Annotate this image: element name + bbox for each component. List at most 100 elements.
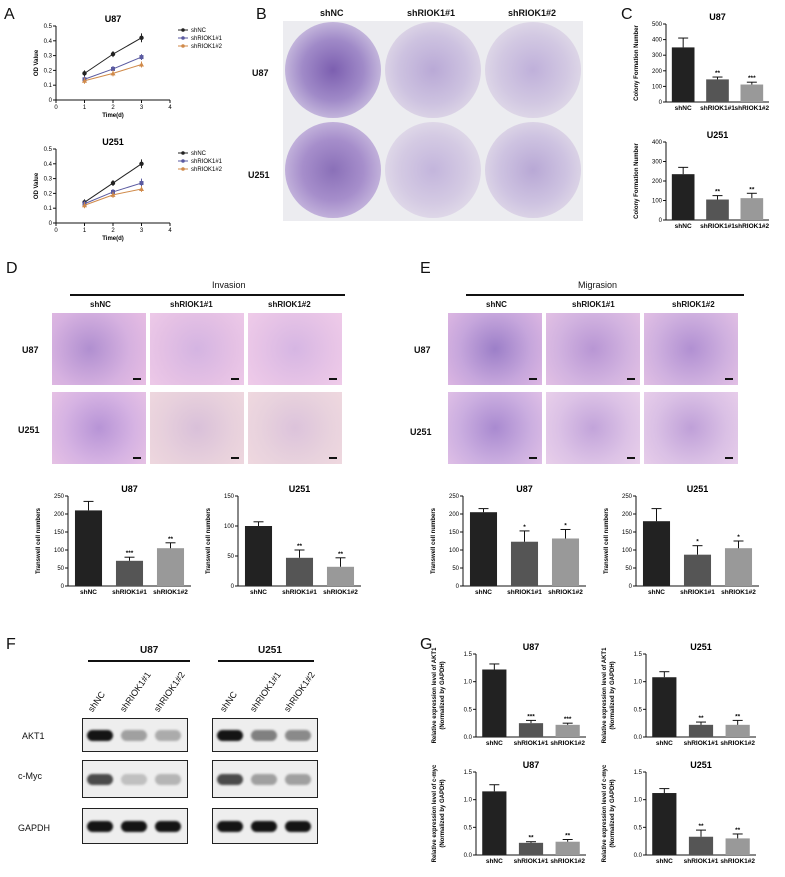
y-axis-label: Relative expression level of AKT1 — [432, 647, 438, 743]
blot-strip — [82, 718, 188, 752]
x-tick-label: shNC — [80, 589, 97, 596]
x-tick-label: shRIOK1#1 — [514, 858, 549, 865]
bar — [706, 199, 729, 220]
x-axis-label: Time(d) — [102, 236, 124, 242]
y-axis-label: Transwell cell numbers — [431, 507, 437, 574]
e-col-label: shNC — [486, 300, 507, 309]
legend-marker — [181, 159, 185, 163]
y-tick-label: 0.3 — [44, 54, 53, 60]
legend-marker — [181, 36, 185, 40]
legend-label: shRIOK1#1 — [191, 36, 223, 42]
y-tick-label: 1.5 — [634, 770, 643, 776]
significance-mark: *** — [748, 75, 756, 82]
y-tick-label: 100 — [224, 524, 235, 530]
significance-mark: ** — [698, 715, 704, 722]
micrograph — [150, 392, 244, 464]
y-tick-label: 500 — [652, 22, 663, 28]
legend-marker — [181, 167, 185, 171]
bar — [740, 198, 764, 220]
bar — [518, 842, 544, 855]
bar — [642, 521, 671, 586]
chart-c-u87: U87 0 100 200 300 400 500 Colony Formation Numb… — [634, 12, 770, 112]
y-axis-label: Transwell cell numbers — [206, 507, 212, 574]
d-col-label: shRIOK1#1 — [170, 300, 213, 309]
blot-band — [87, 730, 113, 741]
y-tick-label: 0.5 — [44, 147, 53, 153]
panel-letter-b: B — [256, 6, 267, 23]
x-tick-label: shRIOK1#1 — [282, 589, 317, 596]
micrograph — [248, 313, 342, 385]
micrograph — [546, 313, 640, 385]
y-axis-label: Relative expression level of c-myc — [432, 764, 438, 862]
y-tick-label: 150 — [449, 530, 460, 536]
y-tick-label: 200 — [449, 512, 460, 518]
chart-a-u87: U87 0 0.1 0.2 0.3 0.4 0.5 0 1 2 3 4 Time(d) OD Value s… — [34, 14, 223, 119]
chart-title: U87 — [523, 760, 540, 770]
bar — [725, 838, 750, 855]
chart-title: U251 — [687, 484, 709, 494]
blot-strip — [82, 808, 188, 844]
x-tick-label: 1 — [83, 228, 87, 234]
y-tick-label: 1.5 — [634, 652, 643, 658]
y-tick-label: 150 — [622, 530, 633, 536]
chart-title: U87 — [523, 642, 540, 652]
x-tick-label: 3 — [140, 228, 144, 234]
blot-band — [155, 821, 181, 832]
x-tick-label: shNC — [486, 740, 503, 747]
x-tick-label: shRIOK1#2 — [550, 858, 585, 865]
y-axis-label: Transwell cell numbers — [604, 507, 610, 574]
blot-band — [285, 730, 311, 741]
y-tick-label: 250 — [449, 494, 460, 500]
x-tick-label: shRIOK1#1 — [680, 589, 715, 596]
x-tick-label: 0 — [54, 228, 58, 234]
b-col-label: shRIOK1#2 — [508, 8, 557, 18]
bar — [469, 512, 498, 586]
significance-mark: *** — [126, 550, 134, 557]
bar — [706, 79, 729, 102]
y-tick-label: 150 — [54, 530, 65, 536]
panel-letter-d: D — [6, 260, 18, 277]
f-row-label: GAPDH — [18, 823, 51, 833]
data-point — [139, 55, 144, 60]
bar — [74, 510, 103, 586]
y-tick-label: 50 — [452, 566, 459, 572]
blot-band — [217, 821, 243, 832]
f-lane-label: shRIOK1#2 — [152, 669, 187, 714]
y-tick-label: 1.0 — [634, 680, 643, 686]
y-tick-label: 400 — [652, 140, 663, 146]
bar — [740, 84, 764, 102]
x-tick-label: 4 — [168, 105, 172, 111]
x-tick-label: shRIOK1#1 — [514, 740, 549, 747]
y-tick-label: 200 — [652, 69, 663, 75]
y-tick-label: 0.5 — [464, 825, 473, 831]
y-tick-label: 0 — [231, 584, 235, 590]
blot-band — [155, 730, 181, 741]
x-tick-label: shRIOK1#2 — [548, 589, 583, 596]
x-tick-label: shRIOK1#2 — [550, 740, 585, 747]
chart-title: U251 — [690, 760, 712, 770]
significance-mark: * — [523, 524, 526, 531]
x-tick-label: shNC — [648, 589, 665, 596]
x-tick-label: shNC — [675, 105, 692, 112]
bar — [683, 554, 712, 586]
x-tick-label: shNC — [250, 589, 267, 596]
x-tick-label: shNC — [656, 740, 673, 747]
x-tick-label: shNC — [656, 858, 673, 865]
significance-mark: ** — [749, 186, 755, 193]
blot-band — [285, 774, 311, 785]
y-tick-label: 0 — [629, 584, 633, 590]
y-tick-label: 100 — [652, 199, 663, 205]
data-point — [111, 66, 115, 71]
blot-band — [121, 774, 147, 785]
bar — [671, 174, 695, 220]
micrograph — [644, 392, 738, 464]
significance-mark: *** — [564, 716, 572, 723]
migrasion-header: Migrasion — [578, 280, 618, 290]
bar — [482, 669, 507, 737]
blot-strip — [82, 760, 188, 798]
data-point — [82, 202, 87, 208]
blot-band — [217, 730, 243, 741]
bar — [652, 677, 677, 737]
y-axis-label: Relative expression level of AKT1 — [602, 647, 608, 743]
